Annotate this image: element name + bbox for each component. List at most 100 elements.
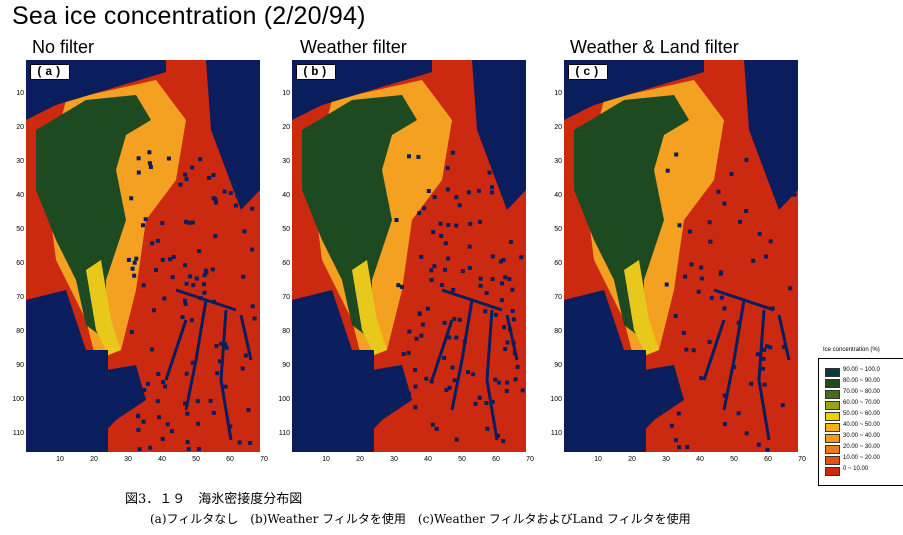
noise-pixel (478, 276, 483, 281)
noise-pixel (183, 301, 188, 306)
noise-pixel (417, 311, 422, 316)
noise-pixel (243, 353, 248, 358)
noise-pixel (208, 398, 213, 403)
x-tick-label: 70 (526, 456, 534, 463)
noise-pixel (443, 241, 448, 246)
y-tick-label: 30 (554, 158, 562, 165)
figure-caption: 図3．１９ 海氷密接度分布図 (125, 492, 303, 507)
noise-pixel (170, 275, 175, 280)
noise-pixel (184, 177, 189, 182)
noise-pixel (499, 298, 504, 303)
noise-pixel (434, 426, 439, 431)
noise-pixel (503, 275, 508, 280)
noise-pixel (141, 283, 146, 288)
noise-pixel (143, 217, 148, 222)
noise-pixel (202, 290, 207, 295)
noise-pixel (228, 191, 233, 195)
y-tick-label: 20 (554, 124, 562, 131)
noise-pixel (446, 256, 451, 261)
river-line (777, 314, 791, 361)
noise-pixel (689, 262, 694, 267)
noise-pixel (723, 422, 727, 427)
noise-pixel (183, 172, 188, 177)
noise-pixel (699, 276, 704, 281)
noise-pixel (211, 196, 216, 201)
noise-pixel (674, 438, 678, 443)
map-canvas (26, 60, 260, 452)
noise-pixel (134, 256, 139, 261)
noise-pixel (761, 366, 765, 371)
x-tick-label: 40 (158, 456, 166, 463)
panel-a-badge: (a) (30, 64, 70, 80)
map-canvas (292, 60, 526, 452)
noise-pixel (510, 287, 515, 292)
noise-pixel (156, 372, 161, 376)
figure-caption-detail: (a)フィルタなし (b)Weather フィルタを使用 (c)Weather … (150, 512, 691, 526)
legend-item: 30.00 ~ 40.00 (825, 433, 901, 443)
noise-pixel (195, 399, 200, 404)
river-line (219, 309, 233, 441)
panel-c-title: Weather & Land filter (570, 37, 739, 57)
noise-pixel (190, 165, 195, 170)
x-tick-label: 20 (356, 456, 364, 463)
noise-pixel (166, 156, 171, 161)
noise-pixel (736, 411, 741, 416)
noise-pixel (183, 219, 188, 224)
x-tick-label: 30 (390, 456, 398, 463)
noise-pixel (180, 315, 185, 320)
noise-pixel (422, 206, 427, 211)
noise-pixel (485, 426, 490, 431)
noise-pixel (137, 447, 142, 452)
y-tick-label: 70 (554, 294, 562, 301)
noise-pixel (154, 268, 158, 273)
noise-pixel (178, 182, 183, 187)
noise-pixel (780, 403, 785, 408)
noise-pixel (450, 365, 455, 370)
noise-pixel (394, 218, 399, 222)
noise-pixel (744, 209, 749, 213)
noise-pixel (416, 154, 421, 159)
noise-pixel (665, 168, 670, 173)
y-tick-label: 110 (550, 430, 562, 437)
noise-pixel (148, 165, 153, 169)
thick-ice-zone (574, 95, 689, 340)
x-tick-label: 40 (424, 456, 432, 463)
noise-pixel (246, 408, 251, 413)
x-tick-label: 10 (322, 456, 330, 463)
noise-pixel (457, 317, 462, 322)
y-tick-label: 50 (282, 226, 290, 233)
ice-fringe (86, 260, 121, 355)
noise-pixel (738, 219, 743, 224)
y-tick-label: 100 (12, 396, 24, 403)
noise-pixel (505, 380, 510, 385)
noise-pixel (155, 399, 160, 404)
x-tick-label: 20 (628, 456, 636, 463)
noise-pixel (127, 376, 132, 381)
ice-map-c (564, 60, 798, 452)
noise-pixel (687, 229, 692, 234)
noise-pixel (664, 282, 669, 287)
noise-pixel (198, 157, 203, 162)
noise-pixel (439, 283, 444, 287)
noise-pixel (442, 320, 447, 325)
noise-pixel (765, 344, 770, 349)
noise-pixel (252, 316, 257, 321)
noise-pixel (196, 447, 201, 451)
legend-item: 50.00 ~ 60.00 (825, 411, 901, 421)
noise-pixel (684, 347, 689, 352)
x-tick-label: 20 (90, 456, 98, 463)
river-line (757, 309, 771, 441)
noise-pixel (211, 410, 216, 415)
legend: Ice concentration (%) 90.00 ~ 100.0 80.00… (818, 347, 903, 486)
noise-pixel (142, 388, 147, 392)
legend-item: 90.00 ~ 100.0 (825, 367, 901, 377)
y-tick-label: 60 (554, 260, 562, 267)
noise-pixel (454, 437, 459, 442)
noise-pixel (150, 241, 155, 246)
noise-pixel (248, 441, 253, 445)
noise-pixel (165, 422, 170, 427)
x-tick-label: 50 (192, 456, 200, 463)
noise-pixel (761, 356, 766, 361)
noise-pixel (792, 192, 797, 197)
x-tick-label: 40 (696, 456, 704, 463)
